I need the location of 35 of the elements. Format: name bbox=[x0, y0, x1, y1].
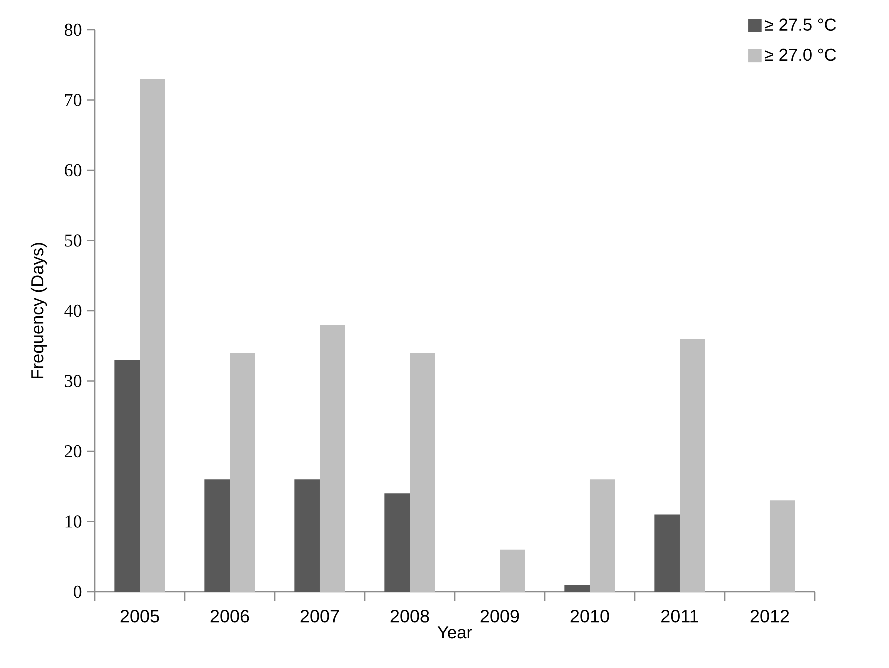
x-tick-label: 2009 bbox=[480, 610, 520, 623]
x-tick-label: 2010 bbox=[570, 610, 610, 623]
x-tick-label: 2012 bbox=[750, 610, 790, 623]
bar bbox=[500, 550, 526, 592]
x-tick-label: 2008 bbox=[390, 610, 430, 623]
y-tick-label: 10 bbox=[66, 516, 82, 528]
bar bbox=[114, 360, 140, 592]
y-tick-label: 40 bbox=[64, 304, 82, 318]
legend-label: ≥ 27.5 °C bbox=[765, 18, 836, 32]
x-tick-label: 2011 bbox=[662, 610, 698, 623]
bar bbox=[230, 353, 256, 592]
x-axis-title: Year bbox=[438, 626, 472, 639]
y-tick-label: 60 bbox=[65, 164, 82, 177]
x-tick-label: 2006 bbox=[210, 610, 250, 623]
y-tick-label: 0 bbox=[74, 586, 82, 598]
y-axis-title: Frequency (Days) bbox=[30, 243, 48, 378]
bar bbox=[770, 500, 796, 592]
y-tick-label: 50 bbox=[65, 234, 82, 247]
bar bbox=[294, 480, 320, 592]
bar bbox=[320, 325, 346, 592]
bar bbox=[680, 339, 706, 592]
y-tick-label: 20 bbox=[65, 445, 82, 458]
x-tick-label: 2005 bbox=[120, 610, 160, 623]
bar bbox=[564, 584, 590, 592]
y-tick-label: 30 bbox=[65, 375, 82, 388]
bar bbox=[590, 480, 616, 592]
bar bbox=[140, 79, 166, 592]
legend-label: ≥ 27.0 °C bbox=[765, 48, 836, 62]
y-tick-label: 70 bbox=[65, 94, 82, 106]
x-tick-label: 2007 bbox=[300, 610, 340, 623]
bar bbox=[654, 514, 680, 592]
y-tick-label: 80 bbox=[64, 24, 82, 36]
bar bbox=[410, 353, 436, 592]
bar bbox=[384, 494, 410, 592]
bar bbox=[204, 480, 230, 592]
